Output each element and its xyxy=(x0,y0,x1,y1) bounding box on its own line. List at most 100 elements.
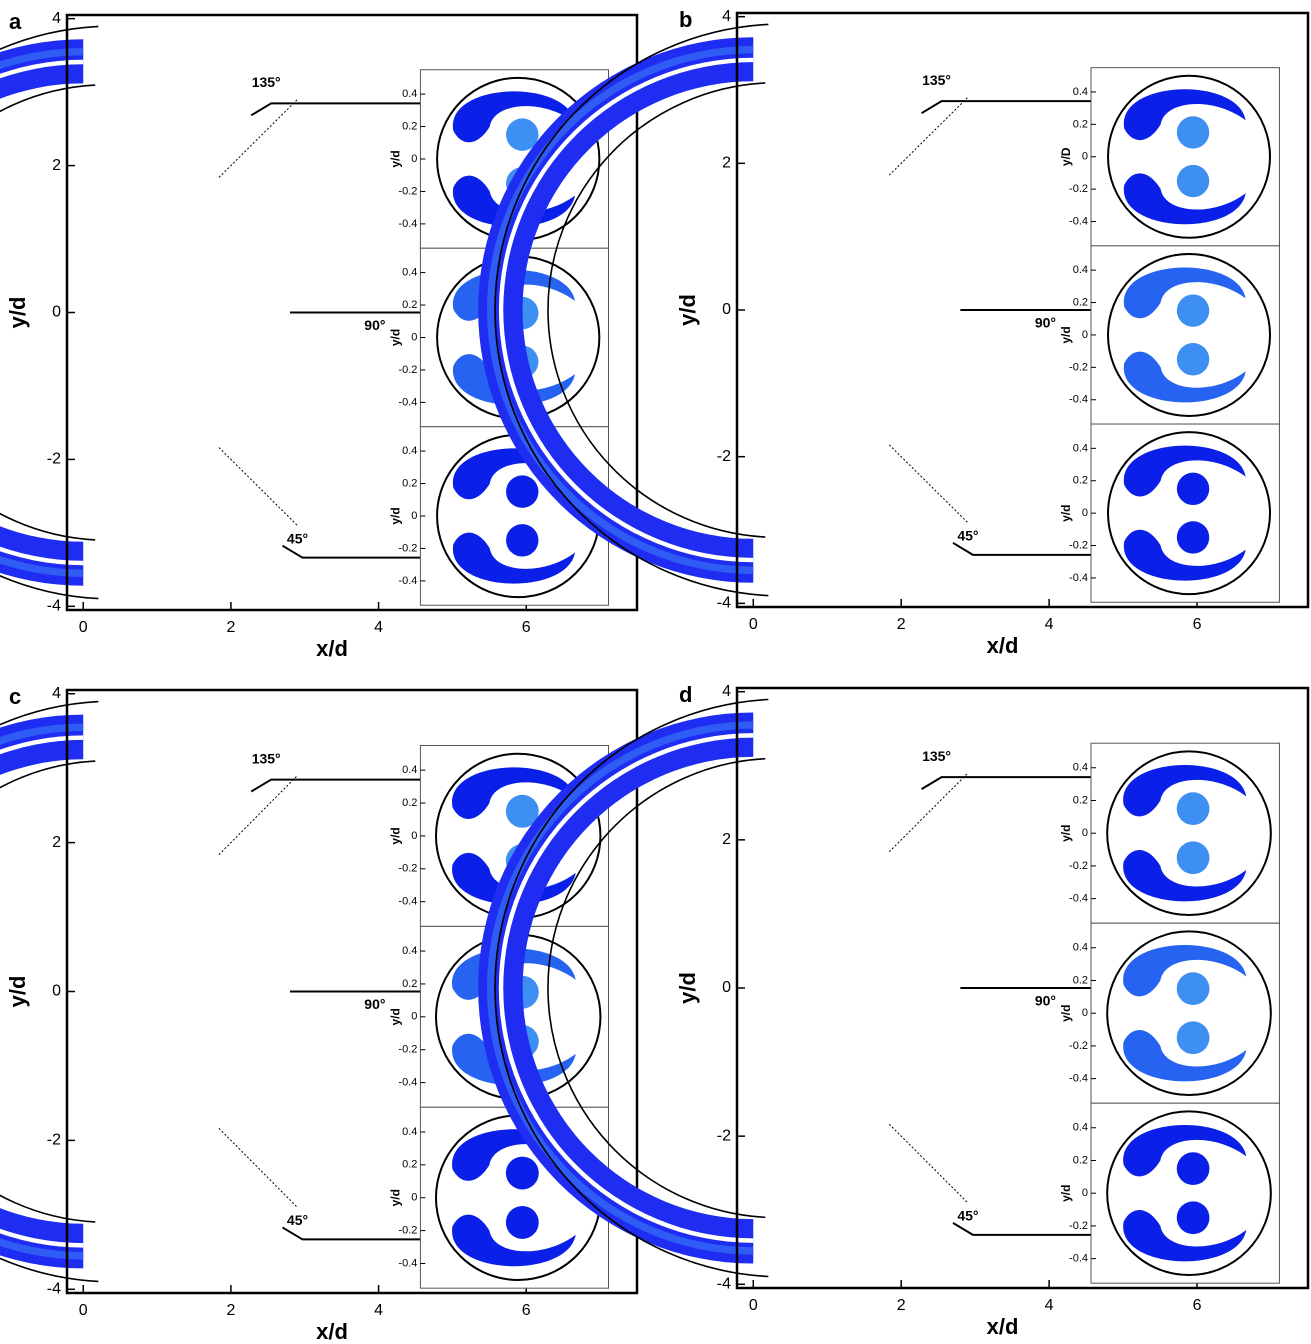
inset-y-tick-label: -0.4 xyxy=(1069,572,1088,584)
section-marker xyxy=(218,775,298,855)
section-label: 45° xyxy=(957,1208,978,1224)
section-label: 90° xyxy=(364,996,385,1012)
inset-y-tick-label: -0.2 xyxy=(398,863,417,875)
inset-y-tick-label: 0.2 xyxy=(402,978,417,990)
inset-y-tick-label: -0.2 xyxy=(1069,1040,1088,1052)
y-tick-label: 2 xyxy=(722,155,731,172)
section-label: 45° xyxy=(287,530,308,546)
y-tick-label: -4 xyxy=(717,595,731,612)
pipe-wall xyxy=(494,23,769,597)
inset-y-tick-label: -0.4 xyxy=(398,218,417,230)
vortex xyxy=(452,532,576,584)
vortex-core xyxy=(506,118,539,151)
leader-line xyxy=(250,102,421,117)
vortex xyxy=(452,91,576,143)
inset-y-tick-label: -0.2 xyxy=(1069,1220,1088,1232)
vortex-core xyxy=(1176,294,1210,327)
panel-label: c xyxy=(9,684,21,709)
inset-y-tick-label: 0.4 xyxy=(1073,442,1088,454)
section-label: 90° xyxy=(1035,993,1056,1009)
y-tick-label: 2 xyxy=(52,157,61,174)
inset-y-tick-label: -0.4 xyxy=(398,396,417,408)
y-tick-label: 0 xyxy=(722,301,731,318)
inset-y-tick-label: 0 xyxy=(411,1011,417,1023)
y-tick-label: 4 xyxy=(52,685,61,702)
x-tick-label: 4 xyxy=(374,1302,383,1319)
y-tick-label: -2 xyxy=(717,448,731,465)
vortex xyxy=(1123,89,1246,141)
leader-line xyxy=(952,541,1092,556)
vortex xyxy=(452,852,576,905)
vortex xyxy=(1123,1125,1247,1177)
vortex xyxy=(1123,351,1246,403)
x-tick-label: 6 xyxy=(522,619,531,636)
x-tick-label: 4 xyxy=(1045,1297,1054,1314)
inset-y-tick-label: -0.2 xyxy=(398,1225,417,1237)
x-tick-label: 6 xyxy=(522,1302,531,1319)
section-marker xyxy=(218,99,298,178)
inset-y-label: y/d xyxy=(1059,825,1073,842)
section-marker xyxy=(888,772,969,853)
inset-y-tick-label: -0.4 xyxy=(398,896,417,908)
inset-y-label: y/d xyxy=(1059,326,1073,343)
inset-y-tick-label: 0 xyxy=(1082,507,1088,519)
x-axis-label: x/d xyxy=(987,633,1019,658)
pipe-wall xyxy=(547,82,766,538)
x-axis-label: x/d xyxy=(987,1314,1019,1339)
inset-y-tick-label: 0.4 xyxy=(402,764,417,776)
flow-band xyxy=(0,714,84,1269)
flow-band xyxy=(0,39,84,586)
vortex xyxy=(1123,529,1246,581)
vortex-core xyxy=(505,1205,539,1239)
y-axis-label: y/d xyxy=(5,297,30,329)
section-label: 45° xyxy=(957,528,978,544)
y-tick-label: 4 xyxy=(722,683,731,700)
flow-band xyxy=(478,712,754,1264)
leader-line xyxy=(282,544,421,559)
section-label: 135° xyxy=(922,72,951,88)
inset-y-tick-label: -0.2 xyxy=(398,1044,417,1056)
inset-y-tick-label: 0 xyxy=(1082,1007,1088,1019)
inset-y-label: y/d xyxy=(389,1008,403,1025)
vortex-core xyxy=(1176,343,1210,376)
inset-y-tick-label: -0.2 xyxy=(1069,539,1088,551)
inset-y-tick-label: 0.2 xyxy=(1073,475,1088,487)
inset-y-tick-label: 0.2 xyxy=(1073,296,1088,308)
inset-y-tick-label: 0.2 xyxy=(402,797,417,809)
panel-label: a xyxy=(9,9,22,34)
inset-y-tick-label: 0 xyxy=(1082,1187,1088,1199)
x-tick-label: 2 xyxy=(226,619,235,636)
inset-y-tick-label: 0.2 xyxy=(1073,794,1088,806)
inset-y-label: y/d xyxy=(1059,1185,1073,1202)
inset-y-label: y/D xyxy=(1059,147,1073,166)
x-axis-label: x/d xyxy=(316,636,348,661)
inset-y-tick-label: 0.4 xyxy=(1073,1122,1088,1134)
section-marker xyxy=(888,1123,969,1204)
x-tick-label: 4 xyxy=(1045,616,1054,633)
leader-line xyxy=(250,778,421,793)
inset-y-tick-label: 0 xyxy=(411,1192,417,1204)
section-label: 45° xyxy=(287,1212,308,1228)
vortex xyxy=(1123,173,1246,225)
panel-label: d xyxy=(679,682,692,707)
y-axis-label: y/d xyxy=(675,972,700,1004)
inset-y-tick-label: 0.2 xyxy=(402,120,417,132)
y-tick-label: -2 xyxy=(717,1127,731,1144)
panel-label: b xyxy=(679,7,692,32)
inset-y-tick-label: 0 xyxy=(411,510,417,522)
vortex-core xyxy=(505,1156,539,1190)
y-tick-label: 0 xyxy=(52,983,61,1000)
vortex-core xyxy=(1176,1021,1210,1055)
inset-y-tick-label: -0.2 xyxy=(1069,361,1088,373)
vortex xyxy=(452,767,576,820)
y-axis-label: y/d xyxy=(5,976,30,1008)
inset-y-tick-label: 0.4 xyxy=(402,1126,417,1138)
section-label: 90° xyxy=(364,317,385,333)
x-tick-label: 0 xyxy=(79,1302,88,1319)
vortex-core xyxy=(506,524,539,557)
y-tick-label: -4 xyxy=(47,598,61,615)
inset-y-tick-label: -0.4 xyxy=(1069,1073,1088,1085)
inset-y-label: y/d xyxy=(389,827,403,844)
vortex-core xyxy=(1176,1152,1210,1186)
x-tick-label: 2 xyxy=(897,616,906,633)
